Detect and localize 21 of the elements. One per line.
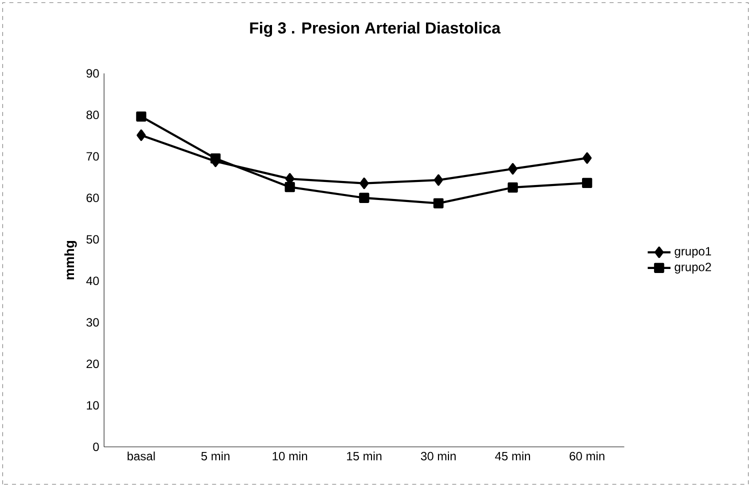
y-tick-label: 90 [86,69,99,78]
x-tick-label: 10 min [272,452,308,460]
y-tick-label: 80 [86,110,99,120]
y-tick-label: 10 [86,401,99,410]
x-tick-label: basal [128,452,155,460]
y-tick-label: 20 [86,360,99,368]
y-tick-label: 60 [86,194,99,202]
x-tick-label: 15 min [347,452,382,460]
y-tick-label: 70 [86,152,99,161]
y-tick-label: 50 [86,235,99,244]
x-tick-label: 5 min [201,452,230,460]
x-tick-label: 60 min [570,452,604,460]
x-tick-label: 30 min [420,452,456,460]
chart-title: Fig 3 . Presion Arterial Diastolica [250,22,501,37]
y-tick-label: 0 [93,442,99,452]
legend-label: grupo1 [674,247,712,258]
y-tick-label: 40 [86,276,99,286]
y-axis-title: mmhg [64,241,77,280]
legend-label: grupo2 [674,262,712,274]
y-tick-label: 30 [86,318,99,327]
x-tick-label: 45 min [495,452,530,460]
